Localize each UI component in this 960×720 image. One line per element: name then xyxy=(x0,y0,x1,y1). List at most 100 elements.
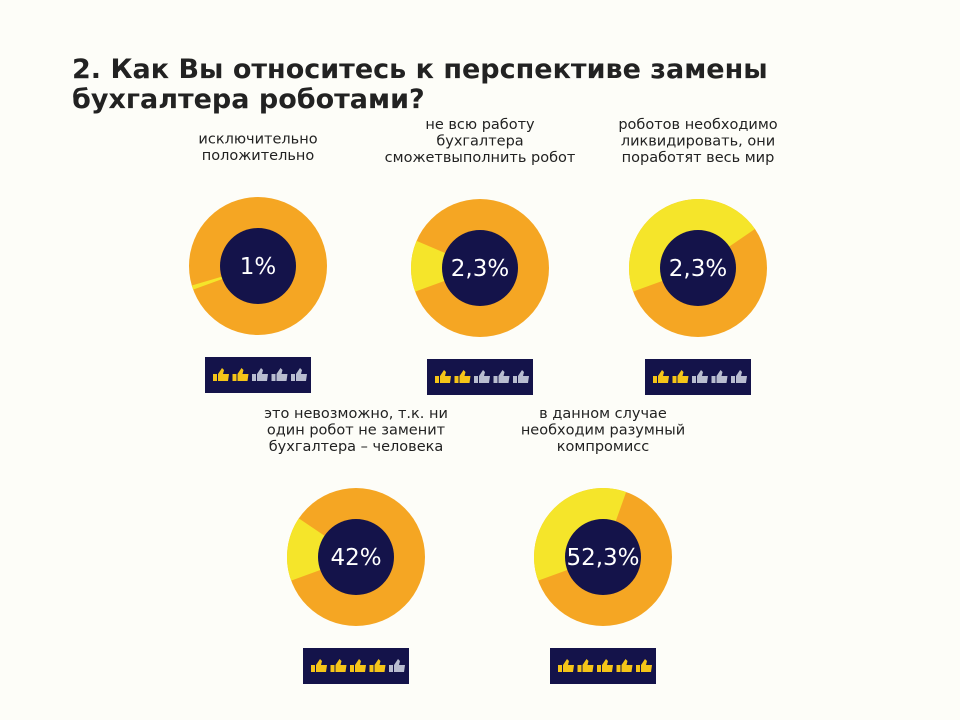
donut-value: 52,3% xyxy=(566,545,639,571)
thumb xyxy=(389,659,405,672)
donut-value: 1% xyxy=(240,254,277,280)
thumb-part xyxy=(355,659,366,672)
donut-label: роботов необходимо xyxy=(618,117,777,133)
thumb-part xyxy=(252,374,256,381)
thumb xyxy=(577,659,594,672)
thumb-part xyxy=(641,659,652,672)
donut-label: необходим разумный xyxy=(521,423,685,439)
donut-label: сможетвыполнить робот xyxy=(385,150,576,166)
thumb xyxy=(731,370,747,383)
thumb-part xyxy=(672,376,677,383)
thumb-part xyxy=(257,368,268,381)
thumb xyxy=(369,659,386,672)
donut-label: положительно xyxy=(202,148,315,164)
thumb-part xyxy=(616,665,621,672)
thumb xyxy=(311,659,327,672)
thumb-part xyxy=(296,368,307,381)
thumb-part xyxy=(602,659,613,672)
thumb-part xyxy=(636,665,640,672)
donut-label: в данном случае xyxy=(539,406,667,422)
thumb xyxy=(454,370,471,383)
thumb-part xyxy=(454,376,459,383)
thumb-part xyxy=(677,370,689,383)
thumb xyxy=(616,659,633,672)
thumb-part xyxy=(374,659,386,672)
thumb xyxy=(330,659,347,672)
thumb-part xyxy=(621,659,633,672)
thumb-part xyxy=(513,376,517,383)
thumb xyxy=(692,370,708,383)
thumb xyxy=(435,370,451,383)
thumb xyxy=(271,368,288,381)
donut-hole xyxy=(565,519,641,595)
thumb-part xyxy=(213,374,217,381)
thumb-part xyxy=(498,370,510,383)
thumb-part xyxy=(330,665,335,672)
thumb-part xyxy=(692,376,696,383)
thumb-part xyxy=(736,370,747,383)
title-line: 2. Как Вы относитесь к перспективе замен… xyxy=(72,54,768,85)
thumb-part xyxy=(276,368,288,381)
donut-hole xyxy=(442,230,518,306)
thumb-part xyxy=(582,659,594,672)
thumb-part xyxy=(350,665,354,672)
thumb-part xyxy=(389,665,393,672)
thumb xyxy=(213,368,229,381)
thumb-part xyxy=(716,370,728,383)
donut-label: это невозможно, т.к. ни xyxy=(264,406,448,422)
thumb xyxy=(493,370,510,383)
thumb xyxy=(653,370,669,383)
thumb-part xyxy=(232,374,237,381)
thumb xyxy=(597,659,613,672)
donut-label: бухгалтера xyxy=(436,134,523,150)
thumb-part xyxy=(394,659,405,672)
donut-value: 2,3% xyxy=(451,256,509,282)
thumb-part xyxy=(237,368,249,381)
thumb-part xyxy=(218,368,229,381)
thumb-part xyxy=(731,376,735,383)
thumb-part xyxy=(474,376,478,383)
thumb-part xyxy=(577,665,582,672)
thumb-part xyxy=(316,659,327,672)
thumb-part xyxy=(493,376,498,383)
thumb xyxy=(636,659,652,672)
thumb-part xyxy=(271,374,276,381)
donut-value: 42% xyxy=(330,545,381,571)
thumb-part xyxy=(711,376,716,383)
thumb-part xyxy=(658,370,669,383)
thumb xyxy=(711,370,728,383)
thumb-part xyxy=(435,376,439,383)
thumb-part xyxy=(479,370,490,383)
title-line: бухгалтера роботами? xyxy=(72,84,425,115)
thumb-part xyxy=(459,370,471,383)
donut-value: 2,3% xyxy=(669,256,727,282)
donut-label: один робот не заменит xyxy=(267,423,446,439)
thumb-part xyxy=(697,370,708,383)
donut-label: ликвидировать, они xyxy=(621,134,775,150)
donut-hole xyxy=(660,230,736,306)
donut-hole xyxy=(220,228,296,304)
thumb xyxy=(232,368,249,381)
donut-label: исключительно xyxy=(198,132,317,148)
thumb xyxy=(513,370,529,383)
thumb-part xyxy=(597,665,601,672)
thumb-part xyxy=(558,665,562,672)
thumb-part xyxy=(653,376,657,383)
thumb xyxy=(350,659,366,672)
thumb-part xyxy=(440,370,451,383)
thumb xyxy=(291,368,307,381)
thumb xyxy=(672,370,689,383)
donut-label: не всю работу xyxy=(425,117,535,133)
donut-label: поработят весь мир xyxy=(622,150,775,166)
donut-label: компромисс xyxy=(557,439,649,455)
thumb-part xyxy=(518,370,529,383)
thumb-part xyxy=(311,665,315,672)
thumb-part xyxy=(335,659,347,672)
thumb-part xyxy=(291,374,295,381)
thumb xyxy=(252,368,268,381)
donut-label: бухгалтера – человека xyxy=(269,439,444,455)
thumb-part xyxy=(369,665,374,672)
donut-hole xyxy=(318,519,394,595)
thumb xyxy=(558,659,574,672)
